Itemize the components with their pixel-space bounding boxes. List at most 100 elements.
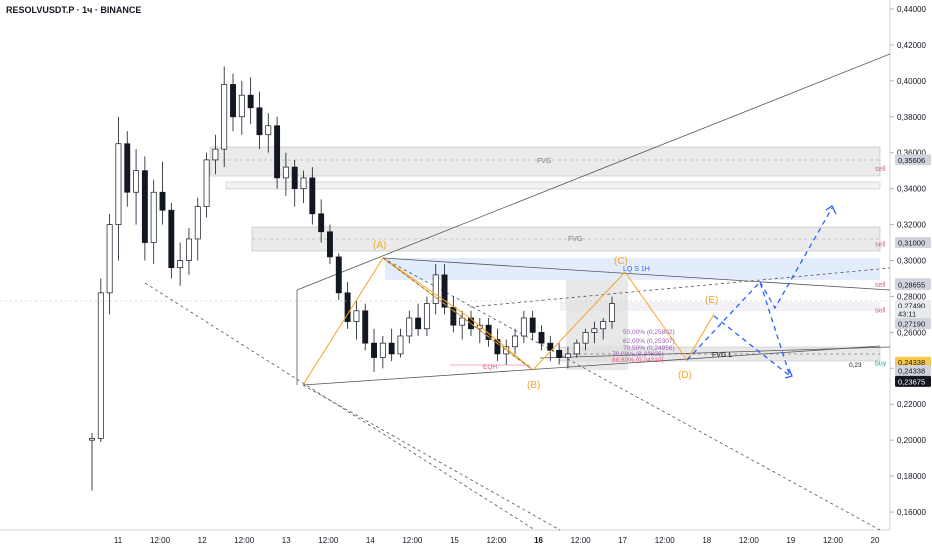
candle-body [247,94,254,109]
price-tag-label: 0,24338 [898,367,925,376]
x-tick-label: 12:00 [402,536,423,545]
candle-body [573,342,580,355]
price-tag-label: 0,28655 [898,281,925,290]
y-tick-label: 0,22000 [897,400,926,409]
candle-body [300,177,307,189]
fvg-zone-thin [225,181,881,190]
candle-body [547,342,554,351]
y-tick-label: 0,34000 [897,185,926,194]
candle-body [256,107,263,136]
price-tag-label: 43:11 [898,310,916,319]
eqh-label: EQH [483,364,497,371]
x-tick-label: 20 [871,536,880,545]
x-tick-label: 12 [198,536,207,545]
y-tick-label: 0,42000 [897,41,926,50]
projection-path-line [686,280,791,377]
candle-body [609,303,615,322]
price-tags: 0,356060,310000,287040,286550,2749043:11… [895,154,931,387]
price-tag [895,318,931,330]
candle-body [97,292,104,439]
pattern-dashed-link [382,257,534,371]
candle-body [177,260,184,269]
x-tick-label: 12:00 [486,536,507,545]
price-tag [895,154,931,166]
lower-channel-line [302,345,881,386]
dashed-down-line-3 [382,257,881,531]
lq-label: LQ S 1H [623,266,650,273]
price-tag-label: 0,27190 [898,320,925,329]
triangle-top-line [382,257,891,291]
price-tag [895,237,931,249]
candle-body [230,84,236,118]
candle-body [476,324,483,330]
candle-body [274,125,281,179]
candle-body [388,342,395,355]
y-tick-label: 0,40000 [897,77,926,86]
fib-level-705: 70,50% (0,24956) [623,345,675,352]
time-axis[interactable]: 11 12:00 12 12:00 13 12:00 14 12:00 15 12:00 16 12:… [114,536,880,545]
trendlines [144,53,891,531]
candle-body [318,213,325,233]
x-tick-label: 12:00 [150,536,171,545]
y-tick-label: 0,18000 [897,472,926,481]
candle-body [450,306,457,326]
price-tag [895,356,931,368]
pattern-triangle-fill [382,257,534,371]
candle-body [106,224,113,294]
dashed-down-line-2 [302,384,561,531]
label-c: (C) [614,256,628,267]
candle-body [335,256,342,294]
candle-body [115,143,122,225]
candle-body [265,125,272,136]
price-tag [895,279,931,291]
price-tag-label: 0,31000 [898,239,925,248]
label-b: (B) [527,380,540,391]
fvg-l-label: FVG L [712,352,732,359]
candle-body [141,170,148,243]
candle-body [238,94,245,118]
zone-label: sell [875,282,886,289]
candle-body [124,143,131,193]
x-tick-label: 18 [702,536,711,545]
candle-body [406,317,413,337]
candle-body [415,317,422,330]
fib-level-79: 79,00% (0,24606) [612,351,664,358]
y-tick-label: 0,26000 [897,328,926,337]
y-tick-label: 0,28000 [897,292,926,301]
candle-body [459,317,466,326]
x-tick-label: 12:00 [739,536,760,545]
fvg-zone-upper [209,146,881,177]
fvg-zones: FVG FVG [209,146,881,370]
candle-body [441,274,448,308]
label-d: (D) [678,370,692,381]
y-tick-label: 0,32000 [897,221,926,230]
y-tick-label: 0,44000 [897,5,926,14]
candle-body [556,349,563,358]
annotations: LQ S 1H EQH FVG L 50,00% (0,25802) 62,00… [483,266,862,371]
candle-body [133,170,140,193]
price-tag [895,365,931,377]
projection-arrow-down [784,368,793,379]
price-note: 0,23 [849,362,862,369]
chart-title: RESOLVUSDT.P · 1ч · BINANCE [6,5,142,15]
candle-body [185,238,192,261]
projection-path-line-2 [713,315,791,377]
candle-body [150,191,157,243]
candle-body [221,84,228,150]
dashed-down-line-1 [144,282,536,531]
price-axis[interactable]: 0,44000 0,42000 0,40000 0,38000 0,36000 0,340… [890,5,926,517]
fvg-label-lower: FVG [568,236,582,243]
candle-body [512,335,519,348]
harmonic-pattern: (A) (B) (C) (D) (E) [302,240,718,391]
x-tick-label: 16 [534,536,543,545]
candle-body [538,332,545,344]
zone-label: sell [875,307,886,314]
dashed-rising-line [469,267,891,308]
price-tag [895,375,931,387]
candle-body [362,310,369,344]
candle-body [494,339,501,355]
zone-label: sell [875,166,886,173]
upper-channel-line [296,53,891,291]
price-tag-label: 0,27490 [898,302,925,311]
